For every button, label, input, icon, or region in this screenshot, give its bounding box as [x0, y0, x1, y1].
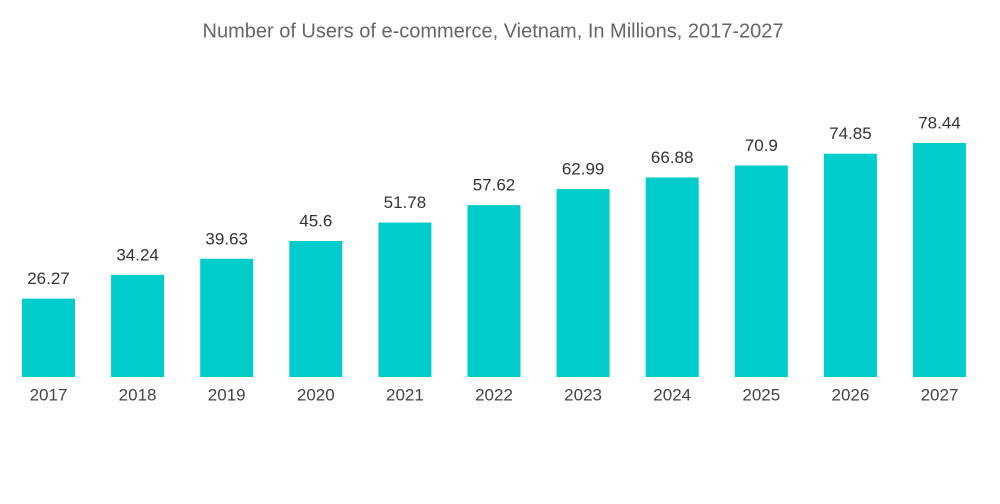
bar: [734, 165, 788, 377]
x-tick-label: 2024: [653, 385, 691, 404]
x-tick-label: 2023: [564, 385, 602, 404]
x-tick-label: 2026: [831, 385, 869, 404]
x-tick-label: 2020: [297, 385, 335, 404]
bar: [913, 143, 966, 377]
x-tick-label: 2017: [30, 385, 68, 404]
value-label: 51.78: [384, 193, 427, 212]
bar: [200, 258, 254, 377]
value-label: 62.99: [562, 160, 605, 179]
value-label: 66.88: [651, 148, 694, 167]
value-label: 74.85: [829, 124, 872, 143]
bar: [645, 177, 699, 377]
value-label: 39.63: [205, 229, 248, 248]
bar: [378, 222, 432, 377]
x-tick-label: 2022: [475, 385, 513, 404]
value-label: 57.62: [473, 176, 516, 195]
value-label: 34.24: [116, 245, 159, 264]
x-tick-label: 2021: [386, 385, 424, 404]
x-tick-label: 2018: [119, 385, 157, 404]
bar: [22, 298, 75, 377]
x-tick-label: 2025: [742, 385, 780, 404]
value-label: 45.6: [299, 211, 332, 230]
x-tick-label: 2019: [208, 385, 246, 404]
bar: [556, 189, 610, 377]
bar: [111, 274, 165, 377]
x-tick-label: 2027: [921, 385, 959, 404]
value-label: 78.44: [918, 113, 961, 132]
bar: [289, 240, 343, 377]
bar: [467, 205, 521, 377]
value-label: 26.27: [27, 269, 70, 288]
chart-title: Number of Users of e-commerce, Vietnam, …: [203, 20, 784, 42]
value-label: 70.9: [745, 136, 778, 155]
bar: [823, 153, 877, 377]
